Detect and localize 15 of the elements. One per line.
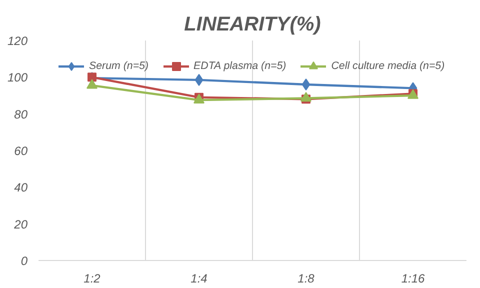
legend-label: Serum (n=5) [89, 60, 149, 72]
x-tick-label: 1:2 [84, 272, 101, 286]
chart-title: LINEARITY(%) [184, 14, 322, 36]
y-tick-label: 100 [7, 70, 28, 85]
y-tick-label: 120 [7, 34, 28, 48]
y-tick-label: 40 [14, 180, 28, 195]
x-tick-label: 1:16 [401, 272, 426, 286]
legend-label: EDTA plasma (n=5) [194, 60, 286, 72]
y-tick-label: 0 [20, 254, 28, 268]
y-tick-label: 20 [13, 217, 28, 232]
x-tick-label: 1:8 [298, 272, 315, 286]
legend-label: Cell culture media (n=5) [331, 60, 445, 72]
y-tick-label: 80 [14, 107, 28, 122]
x-tick-label: 1:4 [190, 272, 208, 286]
y-tick-label: 60 [14, 144, 28, 158]
